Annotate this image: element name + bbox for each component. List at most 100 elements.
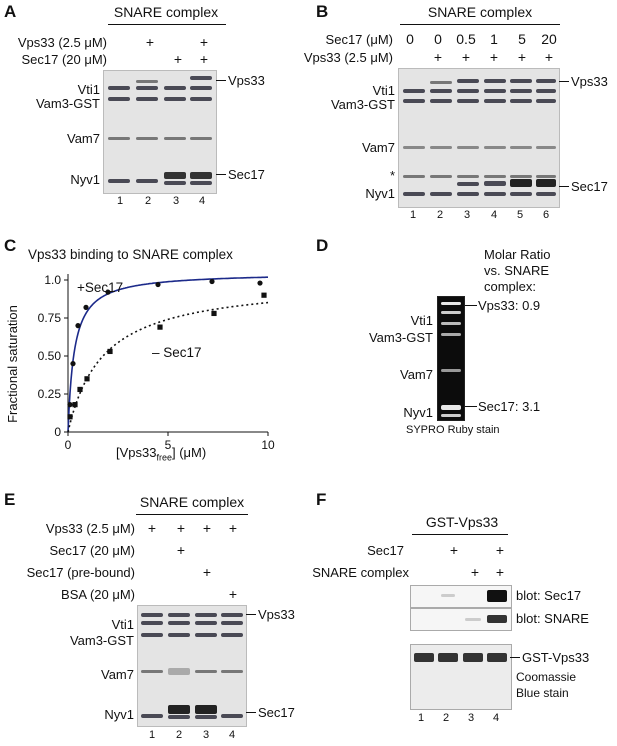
panel-e-left-label: Vam3-GST <box>69 633 134 648</box>
panel-f-caption-line: Coomassie <box>516 670 577 684</box>
panel-a-header: SNARE complex <box>113 4 219 20</box>
panel-b-lane: 2 <box>436 209 444 221</box>
panel-d-label: D <box>316 236 329 255</box>
panel-f-tick <box>510 657 520 658</box>
panel-f-row-label: Sec17 <box>367 543 404 558</box>
panel-d-tick <box>465 406 477 407</box>
panel-d-tick <box>465 305 477 306</box>
point-minus-sec17 <box>261 292 267 298</box>
panel-e-mark: + <box>176 520 186 536</box>
panel-f-row-label: SNARE complex <box>312 565 409 580</box>
panel-b-header: SNARE complex <box>427 4 533 20</box>
chart-title: Vps33 binding to SNARE complex <box>28 247 233 262</box>
panel-e-row-label: Sec17 (20 μM) <box>49 543 135 558</box>
panel-b-lane: 3 <box>463 209 471 221</box>
panel-b-header-rule <box>400 24 560 25</box>
panel-b-lane: 4 <box>490 209 498 221</box>
panel-e-header-rule <box>136 514 248 515</box>
panel-a-mark: + <box>199 51 209 67</box>
panel-e-tick <box>246 712 256 713</box>
panel-b-mark: + <box>461 49 471 65</box>
point-minus-sec17 <box>67 414 73 420</box>
panel-a-row2-label: Sec17 (20 μM) <box>21 52 107 67</box>
panel-a-row1-label: Vps33 (2.5 μM) <box>17 35 107 50</box>
panel-e-label: E <box>4 490 16 509</box>
chart-ylabel: Fractional saturation <box>5 305 20 423</box>
point-plus-sec17 <box>155 281 161 288</box>
panel-e-left-label: Vam7 <box>101 667 134 682</box>
chart-xlabel: [Vps33free] (μM) <box>116 445 207 463</box>
panel-a-left-label: Vam7 <box>67 131 100 146</box>
panel-a-left-label: Nyv1 <box>70 172 100 187</box>
panel-a-mark: + <box>199 34 209 50</box>
panel-d-title-line: vs. SNARE <box>484 263 550 278</box>
chart-axes: 0 0.25 0.50 0.75 1.0 0 5 10 <box>38 273 275 452</box>
panel-e-lane: 3 <box>202 729 210 741</box>
point-minus-sec17 <box>107 348 113 355</box>
panel-b-mark: + <box>489 49 499 65</box>
panel-e-mark: + <box>147 520 157 536</box>
panel-e-header: SNARE complex <box>139 494 245 510</box>
panel-a-left-label: Vti1 <box>77 82 100 97</box>
panel-d-right-label: Sec17: 3.1 <box>478 399 541 414</box>
panel-a-lane: 4 <box>198 195 206 207</box>
panel-e-mark: + <box>202 520 212 536</box>
panel-f-lane: 4 <box>492 712 500 724</box>
panel-f-mark: + <box>495 542 505 558</box>
panel-d-title-line: Molar Ratio <box>484 247 551 262</box>
panel-f-blot-label: blot: Sec17 <box>516 588 582 603</box>
panel-a-mark: + <box>145 34 155 50</box>
panel-f-lane: 2 <box>442 712 450 724</box>
panel-b-mark: 20 <box>541 31 557 47</box>
panel-b-mark: 0 <box>434 31 442 47</box>
panel-e-mark: + <box>202 564 212 580</box>
panel-f-mark: + <box>449 542 459 558</box>
panel-a-right-label: Sec17 <box>228 167 265 182</box>
x-tick-label: 5 <box>165 438 172 452</box>
panel-b-label: B <box>316 2 329 21</box>
panel-f-caption-line: Blue stain <box>516 686 569 700</box>
y-tick-label: 0.25 <box>38 387 62 401</box>
point-plus-sec17 <box>257 280 263 286</box>
fit-curve-plus-sec17 <box>67 276 268 433</box>
panel-f-coomassie-gel <box>410 644 512 710</box>
chart-marks <box>67 276 269 433</box>
panel-b-mark: 1 <box>490 31 498 47</box>
panel-f-label: F <box>316 490 327 509</box>
panel-d-left-label: Nyv1 <box>403 405 433 420</box>
legend-sec17-minus: – Sec17 <box>152 345 202 360</box>
panel-e-row-label: Sec17 (pre-bound) <box>26 565 135 580</box>
panel-b-mark: + <box>517 49 527 65</box>
panel-d-left-label: Vti1 <box>410 313 433 328</box>
panel-d-title-line: complex: <box>484 279 537 294</box>
panel-b-lane: 1 <box>409 209 417 221</box>
panel-a-lane: 2 <box>144 195 152 207</box>
panel-f-right-label: GST-Vps33 <box>522 650 590 665</box>
panel-b-right-label: Vps33 <box>571 74 608 89</box>
point-minus-sec17 <box>211 310 217 317</box>
panel-f-header-rule <box>412 534 508 535</box>
panel-b-tick <box>559 186 569 187</box>
panel-a-label: A <box>4 2 17 21</box>
x-tick-label: 10 <box>261 438 275 452</box>
panel-b-mark: 5 <box>518 31 526 47</box>
panel-a-tick <box>216 80 226 81</box>
panel-b-mark: + <box>433 49 443 65</box>
panel-a-lane: 1 <box>116 195 124 207</box>
panel-b-right-label: Sec17 <box>571 179 608 194</box>
panel-a-lane: 3 <box>172 195 180 207</box>
panel-f-mark: + <box>470 564 480 580</box>
point-plus-sec17 <box>75 323 81 329</box>
panel-f-blot-sec17 <box>410 585 512 608</box>
panel-d-left-label: Vam7 <box>400 367 433 382</box>
panel-e-tick <box>246 614 256 615</box>
point-plus-sec17 <box>67 402 73 408</box>
panel-e-left-label: Nyv1 <box>104 707 134 722</box>
panel-b-left-label: Nyv1 <box>365 186 395 201</box>
panel-b-lane: 6 <box>542 209 550 221</box>
panel-d-gel <box>437 296 465 421</box>
panel-b-left-label: Vti1 <box>372 83 395 98</box>
point-minus-sec17 <box>157 324 163 330</box>
panel-b-mark: 0 <box>406 31 414 47</box>
panel-b-gel <box>398 68 560 208</box>
